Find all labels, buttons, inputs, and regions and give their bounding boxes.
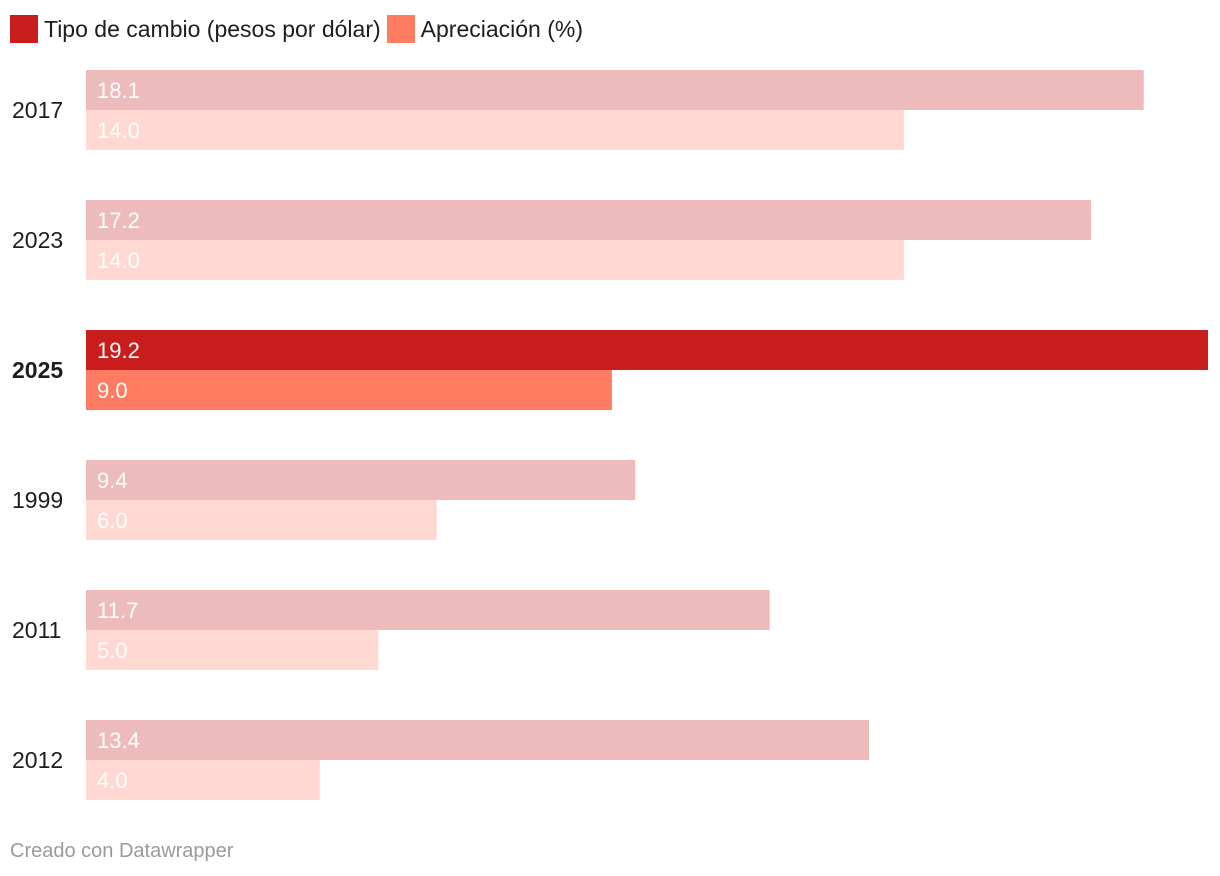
datawrapper-credit: Creado con Datawrapper: [10, 840, 234, 862]
bar-2012-series-2: [86, 760, 320, 800]
value-label-1999-series-2: 6.0: [97, 508, 128, 533]
bar-2025-series-1: [86, 330, 1208, 370]
bar-1999-series-2: [86, 500, 437, 540]
bar-1999-series-1: [86, 460, 636, 500]
value-label-2017-series-2: 14.0: [97, 118, 140, 143]
bar-2012-series-1: [86, 720, 870, 760]
value-label-2023-series-2: 14.0: [97, 248, 140, 273]
bar-2011-series-1: [86, 590, 770, 630]
legend-item-appreciation: Apreciación (%): [386, 15, 583, 43]
bar-chart: 2017 18.1 14.0 2023 17.2 14.0 2025 19.2 9.0 1999 9…: [12, 70, 1208, 800]
value-label-2025-series-2: 9.0: [97, 378, 128, 403]
legend-swatch-exchange-rate: [10, 15, 38, 43]
value-label-1999-series-1: 9.4: [97, 468, 128, 493]
value-label-2012-series-2: 4.0: [97, 768, 128, 793]
value-label-2025-series-1: 19.2: [97, 338, 140, 363]
value-label-2017-series-1: 18.1: [97, 78, 140, 103]
value-label-2023-series-1: 17.2: [97, 208, 140, 233]
category-label-1999: 1999: [12, 487, 63, 513]
bar-2023-series-1: [86, 200, 1092, 240]
legend-item-exchange-rate: Tipo de cambio (pesos por dólar): [10, 15, 381, 43]
value-label-2012-series-1: 13.4: [97, 728, 140, 753]
chart-legend: Tipo de cambio (pesos por dólar) Aprecia…: [10, 14, 589, 44]
legend-swatch-appreciation: [386, 15, 415, 43]
value-label-2011-series-1: 11.7: [97, 598, 138, 623]
bar-2025-series-2: [86, 370, 612, 410]
category-label-2012: 2012: [12, 747, 63, 773]
legend-label-appreciation: Apreciación (%): [420, 15, 583, 42]
bar-2023-series-2: [86, 240, 905, 280]
category-label-2017: 2017: [12, 97, 63, 123]
bar-2017-series-1: [86, 70, 1144, 110]
category-label-2023: 2023: [12, 227, 63, 253]
value-label-2011-series-2: 5.0: [97, 638, 128, 663]
legend-label-exchange-rate: Tipo de cambio (pesos por dólar): [44, 15, 381, 42]
bar-2017-series-2: [86, 110, 905, 150]
category-label-2025: 2025: [12, 357, 63, 383]
category-label-2011: 2011: [12, 617, 61, 643]
bar-2011-series-2: [86, 630, 379, 670]
